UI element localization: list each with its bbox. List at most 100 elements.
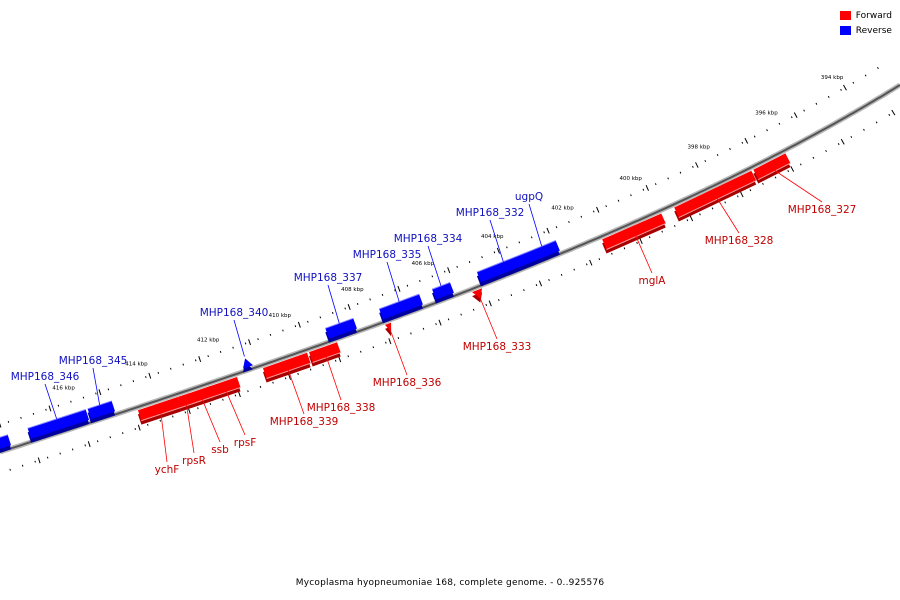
minor-tick-outer [170, 367, 172, 370]
minor-tick-outer [45, 408, 47, 411]
minor-tick-outer [344, 307, 346, 310]
tick-label-416: 416 kbp [52, 385, 75, 391]
gene-leader-MHP168_345 [92, 367, 101, 405]
gene-label-rpsR: rpsR [182, 455, 206, 467]
gene-body [87, 400, 116, 420]
minor-tick-inner [84, 444, 86, 447]
minor-tick-outer [456, 265, 458, 268]
minor-tick-inner [234, 394, 237, 397]
gene-label-layer: MHP168_327 MHP168_328 mglA MHP168_333 MHP168… [11, 169, 856, 476]
gene-label-MHP168_340: MHP168_340 [200, 307, 269, 319]
major-tick-outer [496, 247, 500, 254]
gene-label-MHP168_335: MHP168_335 [353, 249, 422, 261]
minor-tick-inner [837, 143, 840, 146]
gene-highlight [0, 434, 8, 438]
minor-tick-inner [34, 460, 36, 463]
minor-tick-outer [394, 289, 396, 292]
minor-tick-inner [222, 398, 224, 401]
gene-body [177, 393, 193, 408]
tick-label-408: 408 kbp [341, 287, 364, 293]
gene-body [674, 170, 757, 218]
minor-tick-outer [468, 261, 471, 264]
minor-tick-outer [716, 153, 719, 157]
major-tick-inner [288, 373, 292, 380]
major-tick-inner [37, 457, 41, 464]
minor-tick-outer [815, 102, 818, 105]
minor-tick-inner [422, 327, 425, 330]
minor-tick-inner [736, 195, 739, 198]
major-tick-inner [790, 166, 795, 172]
minor-tick-outer [269, 333, 272, 336]
gene-leader-MHP168_332 [489, 219, 504, 262]
gene-highlight [758, 162, 791, 180]
major-tick-outer [198, 356, 202, 363]
legend-forward-label: Forward [855, 10, 892, 21]
gene-leader-MHP168_337 [327, 284, 340, 324]
minor-tick-outer [95, 392, 97, 395]
minor-tick-inner [247, 390, 249, 393]
gene-MHP168_333 [472, 288, 483, 303]
gene-label-MHP168_328: MHP168_328 [705, 235, 774, 247]
minor-tick-inner [59, 452, 61, 455]
legend-item-forward: Forward [839, 8, 892, 23]
gene-body [262, 352, 311, 379]
major-tick-outer [447, 267, 451, 274]
minor-tick-inner [259, 385, 262, 388]
gene-body [753, 153, 791, 180]
minor-tick-outer [419, 280, 421, 283]
gene-body [472, 288, 483, 299]
minor-tick-outer [580, 215, 583, 218]
minor-tick-outer [630, 194, 632, 197]
legend: Forward Reverse [839, 8, 892, 38]
minor-tick-outer [506, 246, 508, 249]
minor-tick-inner [197, 407, 199, 410]
minor-tick-outer [107, 388, 110, 391]
minor-tick-outer [157, 371, 160, 374]
minor-tick-inner [686, 219, 689, 222]
gene-body [385, 322, 392, 333]
minor-tick-outer [493, 251, 496, 254]
minor-tick-inner [96, 440, 99, 443]
minor-tick-inner [297, 372, 299, 375]
minor-tick-inner [385, 341, 387, 344]
minor-tick-outer [679, 171, 682, 174]
major-tick-outer [48, 405, 52, 412]
minor-tick-outer [555, 226, 558, 229]
minor-tick-outer [132, 380, 135, 383]
major-tick-inner [187, 408, 191, 415]
gene-leader-MHP168_328 [716, 197, 740, 234]
minor-tick-outer [431, 275, 434, 278]
minor-tick-inner [460, 313, 462, 316]
minor-tick-inner [510, 294, 513, 297]
gene-body [379, 294, 423, 320]
minor-tick-outer [219, 350, 222, 353]
gene-body [602, 213, 666, 250]
gene-leader-MHP168_336 [390, 332, 408, 376]
major-tick-inner [488, 300, 492, 307]
minor-tick-inner [611, 252, 613, 255]
minor-tick-outer [729, 147, 731, 150]
minor-tick-inner [184, 411, 187, 414]
gene-body [325, 318, 357, 339]
minor-tick-outer [654, 183, 657, 186]
minor-tick-outer [481, 256, 483, 259]
minor-tick-outer [840, 88, 842, 91]
minor-tick-inner [209, 402, 212, 405]
gene-leader-MHP168_339 [287, 368, 305, 415]
minor-tick-outer [356, 302, 359, 305]
gene-label-MHP168_345: MHP168_345 [59, 355, 128, 367]
minor-tick-outer [741, 141, 744, 144]
gene-label-ssb: ssb [211, 444, 229, 456]
major-tick-outer [248, 339, 251, 346]
gene-label-MHP168_333: MHP168_333 [463, 341, 532, 353]
major-tick-outer [347, 304, 351, 311]
tick-label-396: 396 kbp [755, 111, 778, 117]
major-tick-outer [98, 389, 102, 396]
minor-tick-inner [623, 247, 626, 250]
tick-layer: 394 kbp 396 kbp 398 kbp 400 kbp 402 kbp 404 k… [0, 67, 896, 471]
minor-tick-inner [673, 224, 676, 227]
minor-tick-outer [864, 74, 867, 77]
minor-tick-inner [46, 456, 49, 459]
gene-body [243, 358, 254, 369]
